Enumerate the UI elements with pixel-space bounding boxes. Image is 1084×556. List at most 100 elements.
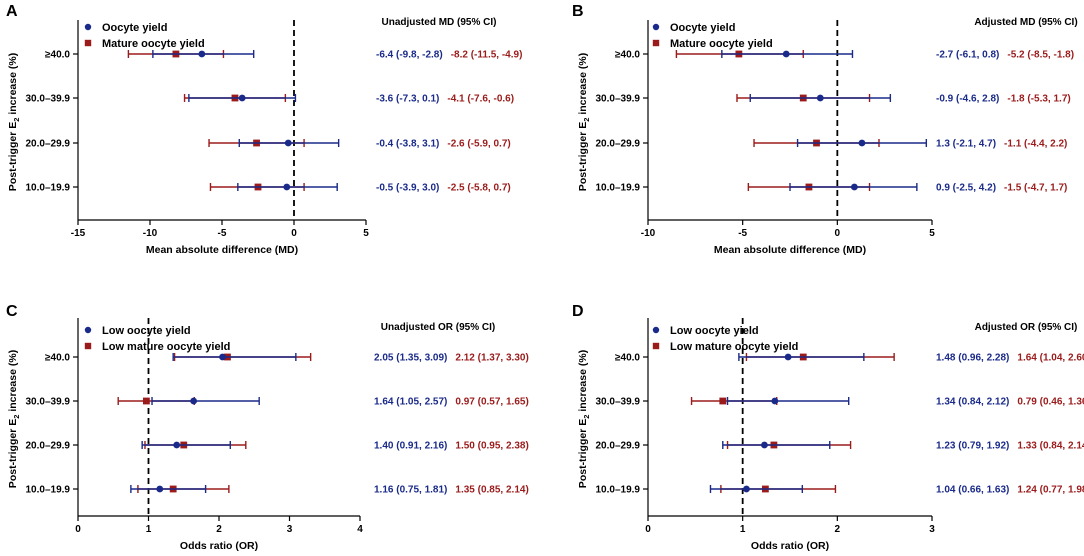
point-estimate-circle <box>858 139 866 147</box>
x-axis-label: Mean absolute difference (MD) <box>146 244 298 256</box>
x-tick-label: -10 <box>143 228 158 239</box>
legend-marker-square <box>84 342 92 350</box>
legend-label: Mature oocyte yield <box>670 38 773 50</box>
ci-value-series1: 1.23 (0.79, 1.92) <box>936 441 1009 452</box>
legend-marker-square <box>652 39 660 47</box>
ci-value-series2: 1.50 (0.95, 2.38) <box>455 441 528 452</box>
point-estimate-circle <box>784 353 792 361</box>
ci-header: Unadjusted MD (95% CI) <box>381 17 496 28</box>
legend-label: Oocyte yield <box>102 22 167 34</box>
x-tick-label: -15 <box>71 228 86 239</box>
ci-value-series1: 1.40 (0.91, 2.16) <box>374 441 447 452</box>
y-axis-label: Post-trigger E2 increase (%) <box>7 350 21 488</box>
panel-letter: A <box>6 3 18 20</box>
y-axis-label: Post-trigger E2 increase (%) <box>577 350 591 488</box>
ci-value-series2: -2.5 (-5.8, 0.7) <box>447 183 510 194</box>
point-estimate-circle <box>816 94 824 102</box>
point-estimate-circle <box>743 485 750 493</box>
point-estimate-circle <box>238 94 246 102</box>
legend-marker-circle <box>84 23 92 31</box>
panel-b: B -10 -5 0 5 Mean absolute difference (MD) ≥40… <box>572 3 1078 256</box>
ci-value-series1: -0.9 (-4.6, 2.8) <box>936 94 999 105</box>
x-tick-label: 2 <box>216 524 222 535</box>
ci-header: Adjusted OR (95% CI) <box>975 322 1078 333</box>
y-tick-label: 20.0–29.9 <box>596 441 641 452</box>
x-tick-label: 3 <box>929 524 935 535</box>
ci-value-series1: -3.6 (-7.3, 0.1) <box>376 94 439 105</box>
ci-value-series1: 1.48 (0.96, 2.28) <box>936 353 1009 364</box>
point-estimate-circle <box>190 397 198 405</box>
ci-value-series1: -0.5 (-3.9, 3.0) <box>376 183 439 194</box>
ci-value-series1: -6.4 (-9.8, -2.8) <box>376 50 443 61</box>
point-estimate-circle <box>850 183 858 191</box>
y-tick-label: 30.0–39.9 <box>596 397 641 408</box>
x-tick-label: 1 <box>740 524 746 535</box>
ci-value-series1: 2.05 (1.35, 3.09) <box>374 353 447 364</box>
y-axis-label-rest: increase (%) <box>577 350 589 415</box>
y-tick-label: 10.0–19.9 <box>26 183 71 194</box>
x-tick-label: 0 <box>835 228 841 239</box>
point-estimate-circle <box>761 441 768 449</box>
panel-d: D 0 1 2 3 Odds ratio (OR) ≥40.0 30.0–39.9 20.0–2… <box>572 303 1084 552</box>
x-axis-label: Odds ratio (OR) <box>751 540 829 552</box>
ci-value-series2: 0.79 (0.46, 1.36) <box>1017 397 1084 408</box>
y-tick-label: ≥40.0 <box>615 50 640 61</box>
ci-value-series2: 1.35 (0.85, 2.14) <box>455 485 528 496</box>
point-estimate-circle <box>782 50 790 58</box>
ci-value-series2: 2.12 (1.37, 3.30) <box>455 353 528 364</box>
y-axis-label-rest: increase (%) <box>7 53 19 118</box>
legend-label: Mature oocyte yield <box>102 38 205 50</box>
x-tick-label: -10 <box>641 228 656 239</box>
ci-value-series2: -8.2 (-11.5, -4.9) <box>451 50 523 61</box>
y-axis-label: Post-trigger E2 increase (%) <box>7 53 21 191</box>
y-axis-label-rest: increase (%) <box>577 53 589 118</box>
y-tick-label: ≥40.0 <box>615 353 640 364</box>
y-tick-label: 30.0–39.9 <box>26 94 71 105</box>
y-axis-label-sub: 2 <box>582 415 591 419</box>
x-tick-label: 0 <box>291 228 297 239</box>
ci-value-series1: -2.7 (-6.1, 0.8) <box>936 50 999 61</box>
point-estimate-circle <box>173 441 181 449</box>
x-tick-label: -5 <box>218 228 227 239</box>
panel-letter: C <box>6 303 18 320</box>
point-estimate-square <box>719 397 727 405</box>
point-estimate-circle <box>156 485 164 493</box>
point-estimate-circle <box>283 183 291 191</box>
ci-value-series2: 1.64 (1.04, 2.60) <box>1017 353 1084 364</box>
ci-value-series1: 1.16 (0.75, 1.81) <box>374 485 447 496</box>
ci-value-series2: -5.2 (-8.5, -1.8) <box>1007 50 1074 61</box>
y-tick-label: ≥40.0 <box>45 353 70 364</box>
x-tick-label: 5 <box>363 228 369 239</box>
x-tick-label: 0 <box>75 524 81 535</box>
y-tick-label: 10.0–19.9 <box>596 485 641 496</box>
x-tick-label: 4 <box>357 524 363 535</box>
x-tick-label: 3 <box>287 524 293 535</box>
ci-value-series2: -2.6 (-5.9, 0.7) <box>447 139 510 150</box>
ci-value-series2: 0.97 (0.57, 1.65) <box>455 397 528 408</box>
legend-label: Low mature oocyte yield <box>102 341 230 353</box>
x-tick-label: 5 <box>929 228 935 239</box>
y-axis-label-sub: 2 <box>12 118 21 122</box>
y-axis-label-main: Post-trigger E <box>577 419 589 488</box>
ci-value-series1: 1.3 (-2.1, 4.7) <box>936 139 996 150</box>
panel-letter: B <box>572 3 584 20</box>
x-tick-label: 1 <box>146 524 152 535</box>
legend-marker-circle <box>652 326 660 334</box>
y-tick-label: ≥40.0 <box>45 50 70 61</box>
y-axis-label-main: Post-trigger E <box>7 122 19 191</box>
y-tick-label: 20.0–29.9 <box>26 441 71 452</box>
point-estimate-circle <box>219 353 226 361</box>
legend-label: Low mature oocyte yield <box>670 341 798 353</box>
ci-value-series1: 1.34 (0.84, 2.12) <box>936 397 1009 408</box>
legend-label: Oocyte yield <box>670 22 735 34</box>
x-tick-label: 0 <box>645 524 651 535</box>
y-tick-label: 30.0–39.9 <box>596 94 641 105</box>
ci-header: Adjusted MD (95% CI) <box>974 17 1077 28</box>
y-tick-label: 10.0–19.9 <box>26 485 71 496</box>
y-tick-label: 10.0–19.9 <box>596 183 641 194</box>
legend-marker-circle <box>652 23 660 31</box>
legend-label: Low oocyte yield <box>670 325 759 337</box>
y-axis-label-main: Post-trigger E <box>7 419 19 488</box>
x-tick-label: -5 <box>738 228 747 239</box>
